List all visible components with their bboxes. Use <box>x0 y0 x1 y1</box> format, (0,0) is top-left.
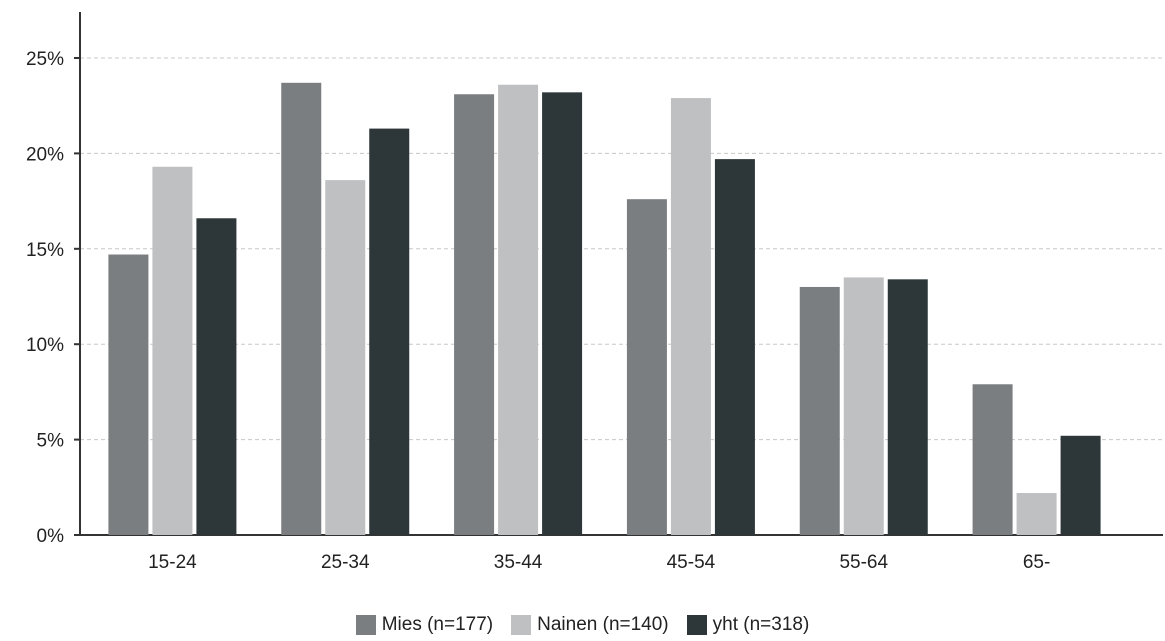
y-tick-label: 0% <box>37 526 65 547</box>
x-tick-label: 55-64 <box>839 552 888 573</box>
y-tick-label: 5% <box>37 431 65 452</box>
legend-label: Mies (n=177) <box>381 614 494 635</box>
bar <box>369 128 410 535</box>
bar <box>325 180 366 535</box>
y-tick-label: 20% <box>26 144 64 165</box>
bar <box>498 84 539 535</box>
chart-legend: Mies (n=177) Nainen (n=140) yht (n=318) <box>0 612 1165 638</box>
bar <box>972 384 1013 535</box>
bars <box>108 82 1101 536</box>
bar <box>714 159 755 535</box>
y-tick-label: 25% <box>26 49 64 70</box>
bar <box>196 218 237 535</box>
x-tick-label: 35-44 <box>494 552 543 573</box>
bar <box>281 82 322 535</box>
legend-label: yht (n=318) <box>712 614 810 635</box>
legend-item: yht (n=318) <box>686 614 810 636</box>
bar <box>843 277 884 535</box>
y-tick-label: 10% <box>26 335 64 356</box>
legend-item: Mies (n=177) <box>355 614 494 636</box>
legend-swatch <box>686 615 707 635</box>
x-tick-label: 15-24 <box>148 552 197 573</box>
x-axis-ticks: 15-24 25-34 35-44 45-54 55-64 65- <box>148 552 1050 573</box>
bar <box>670 98 711 536</box>
legend-item: Nainen (n=140) <box>511 614 669 636</box>
bar <box>887 279 928 535</box>
y-axis-ticks: 0% 5% 10% 15% 20% 25% <box>26 49 80 547</box>
y-tick-label: 15% <box>26 240 64 261</box>
x-tick-label: 45-54 <box>667 552 716 573</box>
bar <box>152 166 193 536</box>
legend-swatch <box>511 615 532 635</box>
bar <box>626 199 667 535</box>
bar <box>454 94 495 535</box>
bar-chart: 0% 5% 10% 15% 20% 25% 15-24 25-34 35-44 45-54 55-… <box>26 12 1163 573</box>
legend-label: Nainen (n=140) <box>537 614 669 635</box>
legend-swatch <box>355 615 376 635</box>
bar <box>1016 493 1057 535</box>
bar <box>108 254 149 536</box>
bar <box>799 286 840 535</box>
x-tick-label: 25-34 <box>321 552 370 573</box>
bar <box>542 92 583 536</box>
grid-lines <box>80 57 1163 441</box>
bar <box>1060 435 1101 535</box>
x-tick-label: 65- <box>1023 552 1050 573</box>
